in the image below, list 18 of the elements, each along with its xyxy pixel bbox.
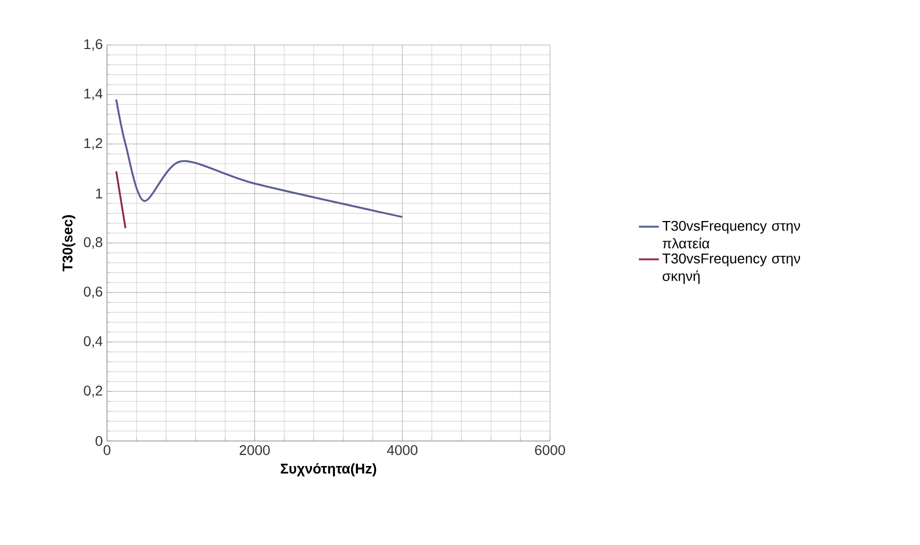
y-tick-label: 0,6	[84, 286, 102, 298]
y-tick-label: 1,6	[84, 39, 102, 51]
x-tick-label: 6000	[535, 445, 566, 456]
legend-label: T30vsFrequency στην πλατεία	[662, 220, 800, 248]
x-tick-label: 0	[104, 445, 110, 456]
line-series	[115, 98, 404, 218]
y-tick-label: 0,2	[84, 386, 102, 398]
y-tick-label: 0,4	[84, 336, 102, 348]
y-tick-label: 1,2	[84, 138, 102, 150]
legend-label: T30vsFrequency στην σκηνή	[662, 254, 800, 284]
x-tick-label: 2000	[240, 445, 270, 456]
x-tick-label: 4000	[387, 445, 418, 456]
x-axis-title: Συχνότητα(Hz)	[280, 463, 376, 476]
y-axis-title: T30(sec)	[62, 215, 76, 272]
y-tick-label: 0,8	[84, 237, 102, 249]
y-tick-label: 0	[96, 436, 102, 446]
y-tick-label: 1,4	[84, 88, 102, 100]
y-tick-label: 1	[96, 188, 102, 198]
